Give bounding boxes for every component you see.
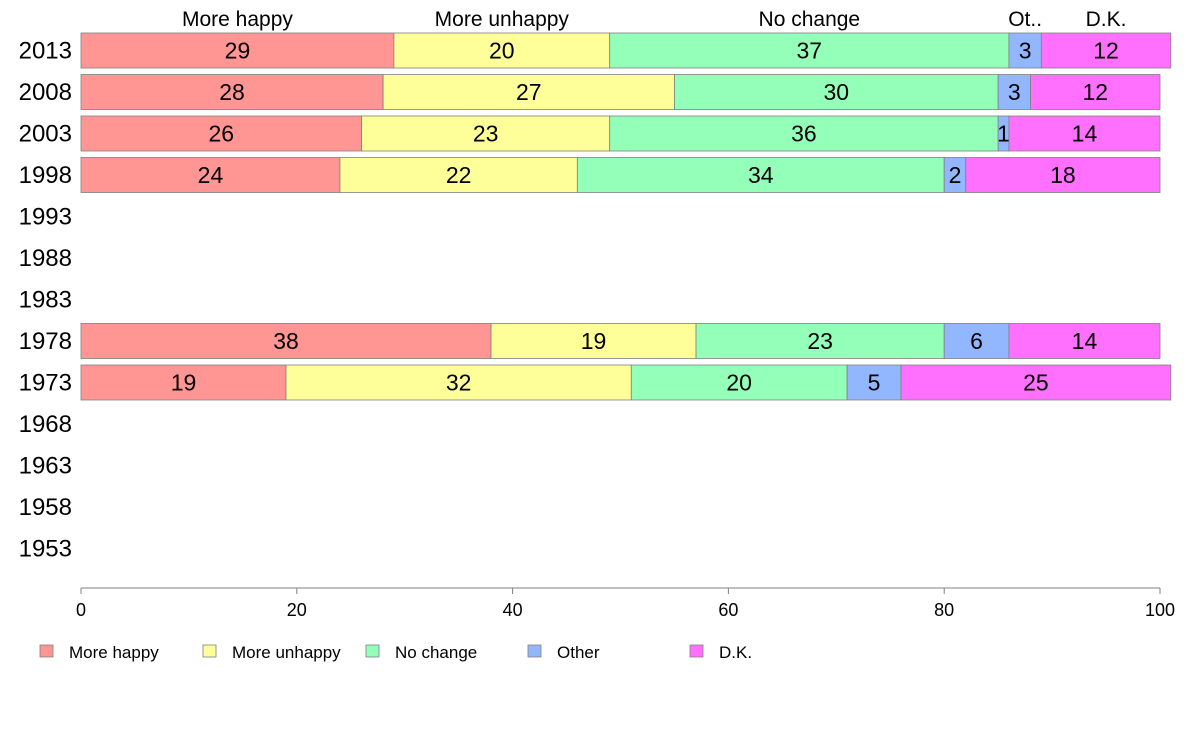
y-tick-label-1978: 1978 [19,328,72,355]
data-label-1973-0: 19 [171,370,197,396]
data-label-2008-2: 30 [824,79,850,105]
data-label-2013-1: 20 [489,38,515,64]
bar-2008-more-unhappy [382,74,675,110]
data-label-1973-2: 20 [726,370,752,396]
data-label-2008-1: 27 [516,79,542,105]
y-tick-label-1988: 1988 [19,245,72,272]
legend-label-4: D.K. [719,643,752,662]
y-tick-label-1968: 1968 [19,411,72,438]
data-label-1978-2: 23 [807,328,833,354]
bar-2008-no-change [674,74,999,110]
data-label-2003-2: 36 [791,121,817,147]
segment-headers: More happy More unhappy No change Ot.. D.K. [182,8,1126,31]
bar-2008-d-k [1030,74,1161,110]
legend-swatch-1 [202,644,217,658]
legend-label-1: More unhappy [232,643,341,662]
y-axis-tick-labels: 2013 2008 2003 1998 1993 1988 1983 1978 1973 1968… [19,38,72,563]
bar-2013-more-unhappy [393,32,611,69]
bar-1998-more-happy [80,157,341,193]
data-label-1998-1: 22 [446,162,472,188]
bar-1978-d-k [1008,323,1161,359]
bar-2003-more-unhappy [361,115,611,152]
data-label-1978-1: 19 [581,328,607,354]
legend-swatch-2 [365,644,380,658]
y-tick-label-1953: 1953 [19,536,72,563]
x-tick-label-60: 60 [718,600,738,620]
y-tick-label-1958: 1958 [19,494,72,521]
bar-1978-other [943,323,1010,359]
data-label-1998-3: 2 [949,162,962,188]
legend-label-3: Other [557,643,600,662]
x-tick-label-80: 80 [934,600,954,620]
data-label-1973-1: 32 [446,370,472,396]
legend-swatch-0 [39,644,54,658]
y-tick-label-1983: 1983 [19,287,72,314]
bar-2008-more-happy [80,74,384,110]
data-label-1973-4: 25 [1023,370,1049,396]
bar-1973-d-k [900,364,1172,401]
bar-2003-no-change [609,115,999,152]
bar-2008-other [997,74,1031,110]
x-axis: 0 20 40 60 80 100 [76,587,1175,620]
bar-2013-more-happy [80,32,395,69]
bar-2013-d-k [1040,32,1172,69]
data-label-2008-4: 12 [1082,79,1108,105]
data-label-1978-3: 6 [970,328,983,354]
x-tick-label-40: 40 [503,600,523,620]
bar-2013-no-change [609,32,1010,69]
legend-label-0: More happy [69,643,159,662]
bar-1973-more-happy [80,364,287,401]
data-label-2003-4: 14 [1072,121,1098,147]
data-label-2013-0: 29 [225,38,251,64]
segment-header-3: Ot.. [1008,8,1042,31]
bar-1978-more-happy [80,323,492,359]
data-label-2008-3: 3 [1008,79,1021,105]
y-tick-label-2008: 2008 [19,79,72,106]
bar-1973-no-change [630,364,848,401]
data-label-2013-3: 3 [1019,38,1032,64]
y-tick-label-1973: 1973 [19,370,72,397]
x-tick-label-20: 20 [287,600,307,620]
bar-1973-more-unhappy [285,364,632,401]
bar-1978-more-unhappy [490,323,697,359]
bar-1973-other [846,364,902,401]
data-label-1973-3: 5 [868,370,881,396]
legend-swatch-3 [527,644,542,658]
data-label-2003-0: 26 [208,121,234,147]
bar-1998-d-k [965,157,1161,193]
data-label-2013-4: 12 [1093,38,1119,64]
data-label-1998-2: 34 [748,162,774,188]
y-tick-label-1963: 1963 [19,453,72,480]
segment-header-2: No change [759,8,861,31]
data-label-1978-4: 14 [1072,328,1098,354]
data-label-2008-0: 28 [219,79,245,105]
x-tick-label-0: 0 [76,600,86,620]
bars: 29 20 37 3 12 28 27 30 3 12 26 23 36 1 14 24 22 34 2 18 38 19… [80,32,1172,401]
y-tick-label-1993: 1993 [19,204,72,231]
data-label-2003-3: 1 [997,121,1010,147]
y-tick-label-2013: 2013 [19,38,72,65]
data-label-2003-1: 23 [473,121,499,147]
bar-2003-d-k [1008,115,1161,152]
legend-label-2: No change [395,643,477,662]
segment-header-4: D.K. [1086,8,1127,31]
segment-header-0: More happy [182,8,293,31]
y-tick-label-1998: 1998 [19,162,72,189]
data-label-1998-0: 24 [198,162,224,188]
data-label-1998-4: 18 [1050,162,1076,188]
legend: More happy More unhappy No change Other D.K. [39,643,752,662]
legend-swatch-4 [689,644,704,658]
data-label-1978-0: 38 [273,328,299,354]
data-label-2013-2: 37 [797,38,823,64]
segment-header-1: More unhappy [435,8,570,31]
x-tick-label-100: 100 [1145,600,1175,620]
y-tick-label-2003: 2003 [19,121,72,148]
